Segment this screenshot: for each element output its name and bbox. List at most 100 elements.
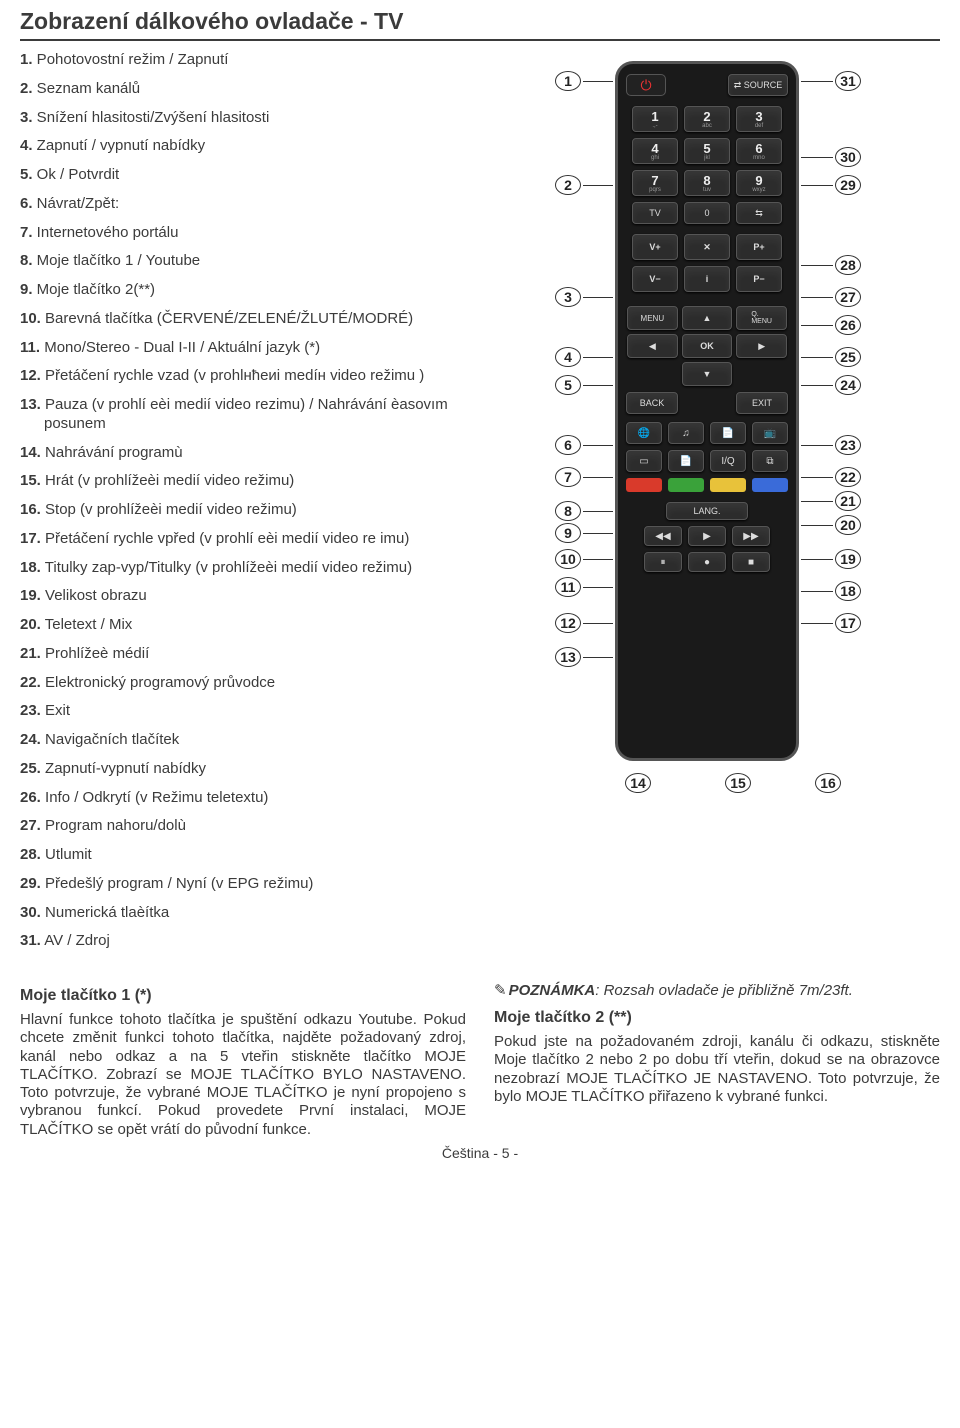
menu-button[interactable]: MENU bbox=[627, 306, 678, 330]
list-item: 26. Info / Odkrytí (v Režimu teletextu) bbox=[20, 789, 450, 808]
callout-30: 30 bbox=[835, 147, 861, 167]
callout-22: 22 bbox=[835, 467, 861, 487]
feature-button-2[interactable]: 📄 bbox=[710, 422, 746, 444]
ok-button[interactable]: OK bbox=[682, 334, 733, 358]
program-up-button[interactable]: P+ bbox=[736, 234, 782, 260]
tv-button[interactable]: TV bbox=[632, 202, 678, 224]
callout-4: 4 bbox=[555, 347, 581, 367]
color-button-0[interactable] bbox=[626, 478, 662, 492]
callout-15: 15 bbox=[725, 773, 751, 793]
numpad-2[interactable]: 2abc bbox=[684, 106, 730, 132]
list-item: 24. Navigačních tlačítek bbox=[20, 731, 450, 750]
nav-right-button[interactable]: ▶ bbox=[736, 334, 787, 358]
lang-button[interactable]: LANG. bbox=[666, 502, 748, 520]
mute-button[interactable]: ✕ bbox=[684, 234, 730, 260]
list-item: 14. Nahrávání programù bbox=[20, 444, 450, 463]
callout-1: 1 bbox=[555, 71, 581, 91]
mybutton2-text: Pokud jste na požadovaném zdroji, kanálu… bbox=[494, 1033, 940, 1106]
color-button-3[interactable] bbox=[752, 478, 788, 492]
source-button[interactable]: ⇄ SOURCE bbox=[728, 74, 788, 96]
remote-button-list: 1. Pohotovostní režim / Zapnutí2. Seznam… bbox=[20, 51, 450, 951]
numpad-4[interactable]: 4ghi bbox=[632, 138, 678, 164]
list-item: 8. Moje tlačítko 1 / Youtube bbox=[20, 252, 450, 271]
transport-button-2[interactable]: ▶▶ bbox=[732, 526, 770, 546]
transport-button-1[interactable]: ▶ bbox=[688, 526, 726, 546]
callout-9: 9 bbox=[555, 523, 581, 543]
callout-26: 26 bbox=[835, 315, 861, 335]
nav-left-button[interactable]: ◀ bbox=[627, 334, 678, 358]
zero-button[interactable]: 0 bbox=[684, 202, 730, 224]
numpad-7[interactable]: 7pqrs bbox=[632, 170, 678, 196]
program-down-button[interactable]: P− bbox=[736, 266, 782, 292]
color-button-1[interactable] bbox=[668, 478, 704, 492]
callout-31: 31 bbox=[835, 71, 861, 91]
list-item: 25. Zapnutí-vypnutí nabídky bbox=[20, 760, 450, 779]
feature-button-2[interactable]: I/Q bbox=[710, 450, 746, 472]
page-footer: Čeština - 5 - bbox=[20, 1145, 940, 1161]
back-button[interactable]: BACK bbox=[626, 392, 678, 414]
exit-button[interactable]: EXIT bbox=[736, 392, 788, 414]
list-item: 20. Teletext / Mix bbox=[20, 616, 450, 635]
list-item: 18. Titulky zap-vyp/Titulky (v prohlížeè… bbox=[20, 559, 450, 578]
color-button-2[interactable] bbox=[710, 478, 746, 492]
swap-button[interactable]: ⇆ bbox=[736, 202, 782, 224]
callout-12: 12 bbox=[555, 613, 581, 633]
list-item: 19. Velikost obrazu bbox=[20, 587, 450, 606]
list-item: 13. Pauza (v prohlí eèi medií video rezi… bbox=[20, 396, 450, 434]
volume-up-button[interactable]: V+ bbox=[632, 234, 678, 260]
volume-down-button[interactable]: V− bbox=[632, 266, 678, 292]
transport-button-0[interactable]: ◀◀ bbox=[644, 526, 682, 546]
feature-button-1[interactable]: 📄 bbox=[668, 450, 704, 472]
page-title: Zobrazení dálkového ovladače - TV bbox=[20, 8, 940, 41]
list-item: 6. Návrat/Zpět: bbox=[20, 195, 450, 214]
callout-27: 27 bbox=[835, 287, 861, 307]
list-item: 11. Mono/Stereo - Dual I-II / Aktuální j… bbox=[20, 339, 450, 358]
mybutton1-text: Hlavní funkce tohoto tlačítka je spuštěn… bbox=[20, 1011, 466, 1139]
nav-down-button[interactable]: ▼ bbox=[682, 362, 733, 386]
list-item: 29. Předešlý program / Nyní (v EPG režim… bbox=[20, 875, 450, 894]
qmenu-button[interactable]: Q. MENU bbox=[736, 306, 787, 330]
mybutton2-heading: Moje tlačítko 2 (**) bbox=[494, 1009, 940, 1027]
feature-button-0[interactable]: 🌐 bbox=[626, 422, 662, 444]
callout-20: 20 bbox=[835, 515, 861, 535]
list-item: 28. Utlumit bbox=[20, 846, 450, 865]
list-item: 22. Elektronický programový průvodce bbox=[20, 674, 450, 693]
list-item: 21. Prohlížeè médií bbox=[20, 645, 450, 664]
callout-11: 11 bbox=[555, 577, 581, 597]
transport-button-1[interactable]: ● bbox=[688, 552, 726, 572]
feature-button-1[interactable]: ♫ bbox=[668, 422, 704, 444]
callout-19: 19 bbox=[835, 549, 861, 569]
numpad-8[interactable]: 8tuv bbox=[684, 170, 730, 196]
info-button[interactable]: i bbox=[684, 266, 730, 292]
list-item: 23. Exit bbox=[20, 702, 450, 721]
feature-button-0[interactable]: ▭ bbox=[626, 450, 662, 472]
list-item: 12. Přetáčení rychle vzad (v prohlнћеиi … bbox=[20, 367, 450, 386]
transport-button-2[interactable]: ■ bbox=[732, 552, 770, 572]
note: ✎POZNÁMKA: Rozsah ovladače je přibližně … bbox=[494, 981, 940, 999]
numpad-9[interactable]: 9wxyz bbox=[736, 170, 782, 196]
callout-5: 5 bbox=[555, 375, 581, 395]
nav-up-button[interactable]: ▲ bbox=[682, 306, 733, 330]
transport-button-0[interactable]: ⏸ bbox=[644, 552, 682, 572]
callout-10: 10 bbox=[555, 549, 581, 569]
feature-button-3[interactable]: 📺 bbox=[752, 422, 788, 444]
callout-17: 17 bbox=[835, 613, 861, 633]
callout-29: 29 bbox=[835, 175, 861, 195]
callout-18: 18 bbox=[835, 581, 861, 601]
numpad-1[interactable]: 1.,- bbox=[632, 106, 678, 132]
list-item: 10. Barevná tlačítka (ČERVENÉ/ZELENÉ/ŽLU… bbox=[20, 310, 450, 329]
callout-23: 23 bbox=[835, 435, 861, 455]
list-item: 2. Seznam kanálů bbox=[20, 80, 450, 99]
feature-button-3[interactable]: ⧉ bbox=[752, 450, 788, 472]
power-button[interactable]: ⏻ bbox=[626, 74, 666, 96]
list-item: 5. Ok / Potvrdit bbox=[20, 166, 450, 185]
list-item: 27. Program nahoru/dolù bbox=[20, 817, 450, 836]
note-label: POZNÁMKA bbox=[509, 982, 596, 999]
list-item: 16. Stop (v prohlížeèi medií video režim… bbox=[20, 501, 450, 520]
numpad-3[interactable]: 3def bbox=[736, 106, 782, 132]
numpad-6[interactable]: 6mno bbox=[736, 138, 782, 164]
power-icon: ⏻ bbox=[640, 77, 651, 94]
callout-25: 25 bbox=[835, 347, 861, 367]
numpad-5[interactable]: 5jkl bbox=[684, 138, 730, 164]
callout-13: 13 bbox=[555, 647, 581, 667]
